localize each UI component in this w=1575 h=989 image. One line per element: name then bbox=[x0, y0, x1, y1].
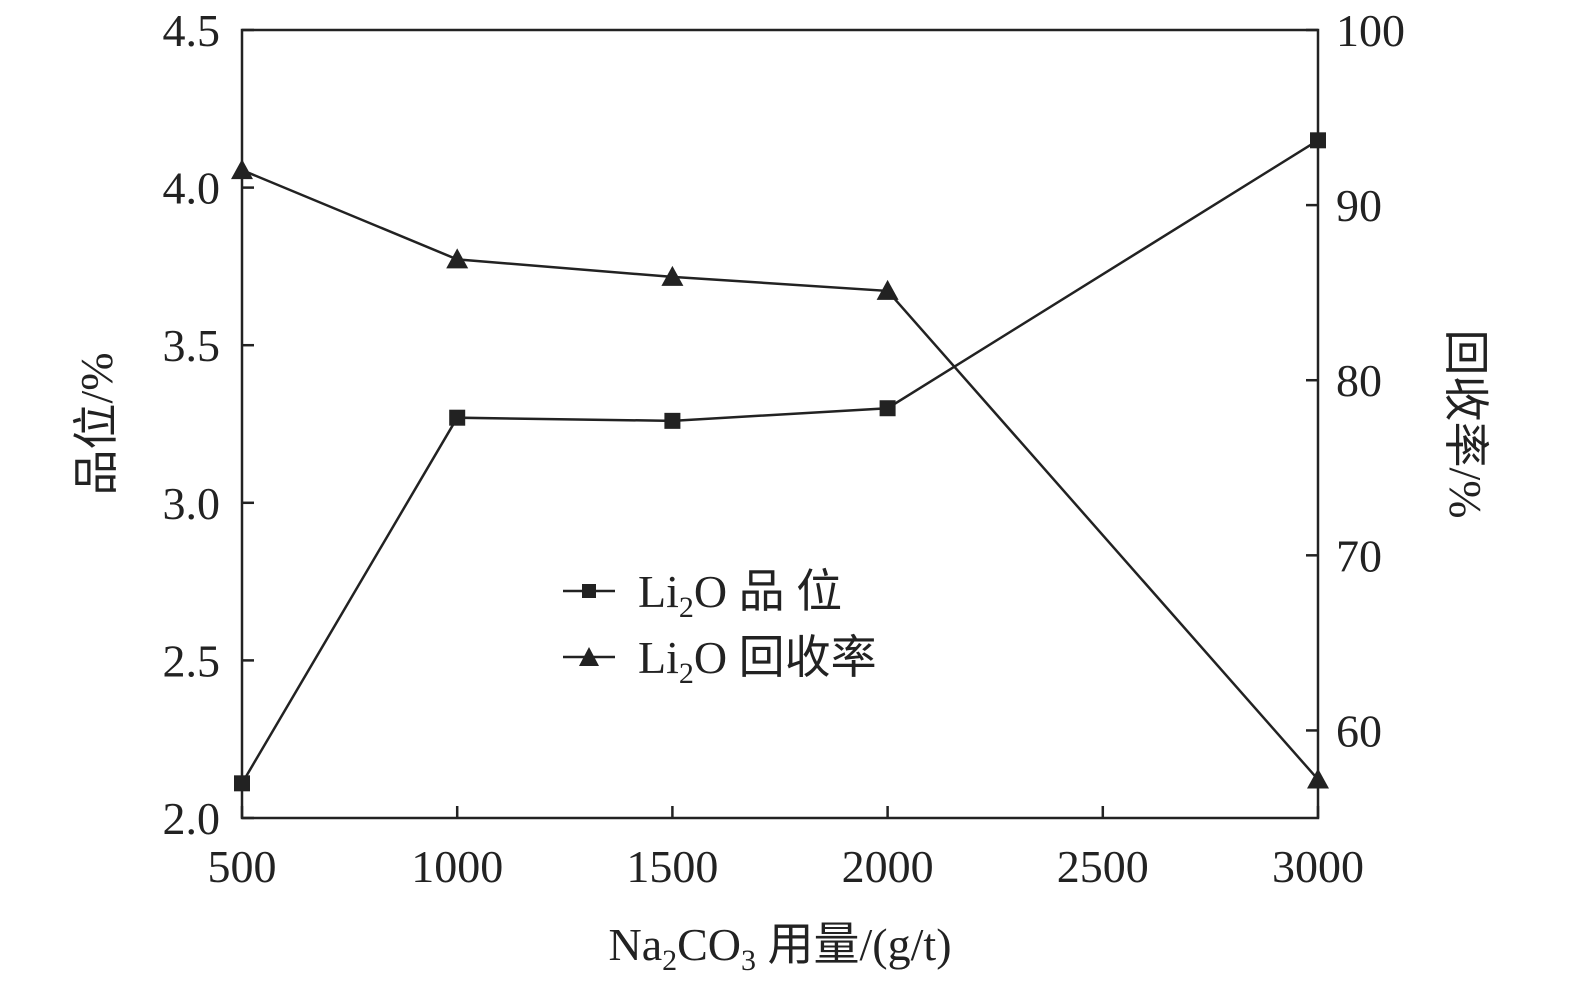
right-y-axis-ticks: 60 70 80 90 100 bbox=[1306, 5, 1405, 756]
x-tick-label-3000: 3000 bbox=[1272, 841, 1364, 892]
series-1-point-1 bbox=[446, 248, 469, 269]
left-y-tick-label-3: 3.5 bbox=[163, 320, 221, 371]
legend-marker-triangle bbox=[579, 647, 599, 666]
series-0-point-3 bbox=[879, 400, 896, 417]
series-0-point-1 bbox=[449, 409, 466, 426]
series-line-1 bbox=[241, 168, 1319, 781]
right-y-tick-label-2: 80 bbox=[1336, 355, 1382, 406]
left-y-tick-label-5: 4.5 bbox=[163, 5, 221, 56]
left-y-tick-label-4: 4.0 bbox=[163, 163, 221, 214]
left-y-tick-label-0: 2.0 bbox=[163, 793, 221, 844]
legend-label-recovery: Li2O 回收率 bbox=[638, 632, 877, 690]
legend-item-grade: Li2O 品 位 bbox=[563, 566, 842, 624]
right-y-axis-title: 回收率/% bbox=[1440, 329, 1491, 518]
legend-item-recovery: Li2O 回收率 bbox=[563, 632, 877, 690]
x-tick-label-2500: 2500 bbox=[1057, 841, 1149, 892]
x-tick-label-2000: 2000 bbox=[842, 841, 934, 892]
x-tick-label-1000: 1000 bbox=[411, 841, 503, 892]
right-y-tick-label-0: 60 bbox=[1336, 705, 1382, 756]
right-y-tick-label-1: 70 bbox=[1336, 530, 1382, 581]
series-0-point-2 bbox=[664, 412, 681, 429]
left-y-axis-title: 品位/% bbox=[71, 352, 122, 495]
x-axis-title: Na2CO3 用量/(g/t) bbox=[608, 919, 951, 977]
legend: Li2O 品 位 Li2O 回收率 bbox=[563, 566, 877, 690]
legend-marker-square bbox=[582, 584, 596, 598]
left-y-axis-ticks: 2.0 2.5 3.0 3.5 4.0 4.5 bbox=[163, 5, 254, 844]
x-axis-ticks: 500 1000 1500 2000 2500 3000 bbox=[208, 806, 1364, 892]
left-y-tick-label-2: 3.0 bbox=[163, 478, 221, 529]
series-0-point-4 bbox=[1310, 132, 1326, 149]
legend-label-grade: Li2O 品 位 bbox=[638, 566, 842, 624]
right-y-tick-label-3: 90 bbox=[1336, 180, 1382, 231]
series-1-point-4 bbox=[1307, 768, 1329, 789]
series-0-point-0 bbox=[234, 775, 250, 792]
x-tick-label-1500: 1500 bbox=[626, 841, 718, 892]
left-y-tick-label-1: 2.5 bbox=[163, 635, 221, 686]
plot-frame bbox=[240, 28, 1320, 820]
series-layer bbox=[231, 132, 1329, 792]
series-1-point-3 bbox=[876, 279, 899, 300]
series-1-point-2 bbox=[661, 265, 684, 286]
right-y-tick-label-4: 100 bbox=[1336, 5, 1405, 56]
series-1-point-0 bbox=[231, 159, 253, 180]
x-tick-label-500: 500 bbox=[208, 841, 277, 892]
